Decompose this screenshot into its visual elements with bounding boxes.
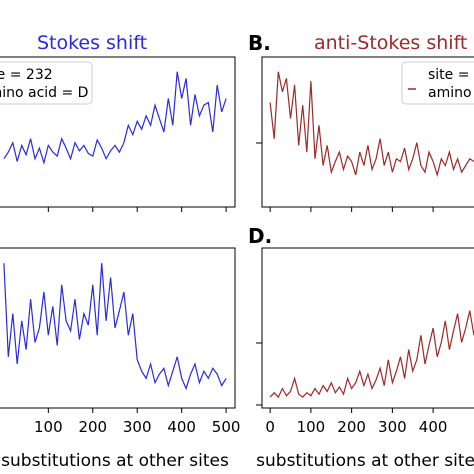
xticks-d: 0 100 200 300 400 <box>265 418 447 436</box>
panel-a-title: Stokes shift <box>37 32 147 54</box>
series-line-stokes-a <box>3 71 227 166</box>
legend-a-line2: amino acid = D <box>0 85 88 101</box>
legend-b-box <box>401 61 474 105</box>
xtick-label-c-300: 300 <box>123 418 152 436</box>
xtick-label-c-500: 500 <box>212 418 241 436</box>
series-line-stokes-c <box>3 263 227 391</box>
xtick-label-d-400: 400 <box>419 418 448 436</box>
legend-a-line1: site = 232 <box>0 67 53 83</box>
x-axis-label-c: substitutions at other sites <box>1 451 229 471</box>
panel-b-frame <box>261 56 474 208</box>
legend-b-line1: site = <box>428 67 469 83</box>
panel-c-frame <box>0 247 236 409</box>
legend-b-line2: amino <box>428 85 472 101</box>
xticks-c: 100 200 300 400 500 <box>34 418 240 436</box>
xtick-label-d-200: 200 <box>337 418 366 436</box>
xtick-label-c-100: 100 <box>34 418 63 436</box>
panel-b-letter: B. <box>248 31 271 55</box>
panel-b-title: anti-Stokes shift <box>314 32 467 54</box>
panel-d-letter: D. <box>248 224 272 248</box>
xtick-label-c-400: 400 <box>167 418 196 436</box>
series-line-anti-stokes-d <box>269 310 474 399</box>
legend-a-box <box>0 61 93 105</box>
xtick-label-d-0: 0 <box>265 418 275 436</box>
xtick-label-d-300: 300 <box>378 418 407 436</box>
panel-a-frame <box>0 56 236 208</box>
xtick-label-c-200: 200 <box>78 418 107 436</box>
panel-d-frame <box>261 247 474 409</box>
series-line-anti-stokes-b <box>269 71 474 178</box>
x-axis-label-d: substitutions at other sites <box>256 451 474 471</box>
xtick-label-d-100: 100 <box>297 418 326 436</box>
